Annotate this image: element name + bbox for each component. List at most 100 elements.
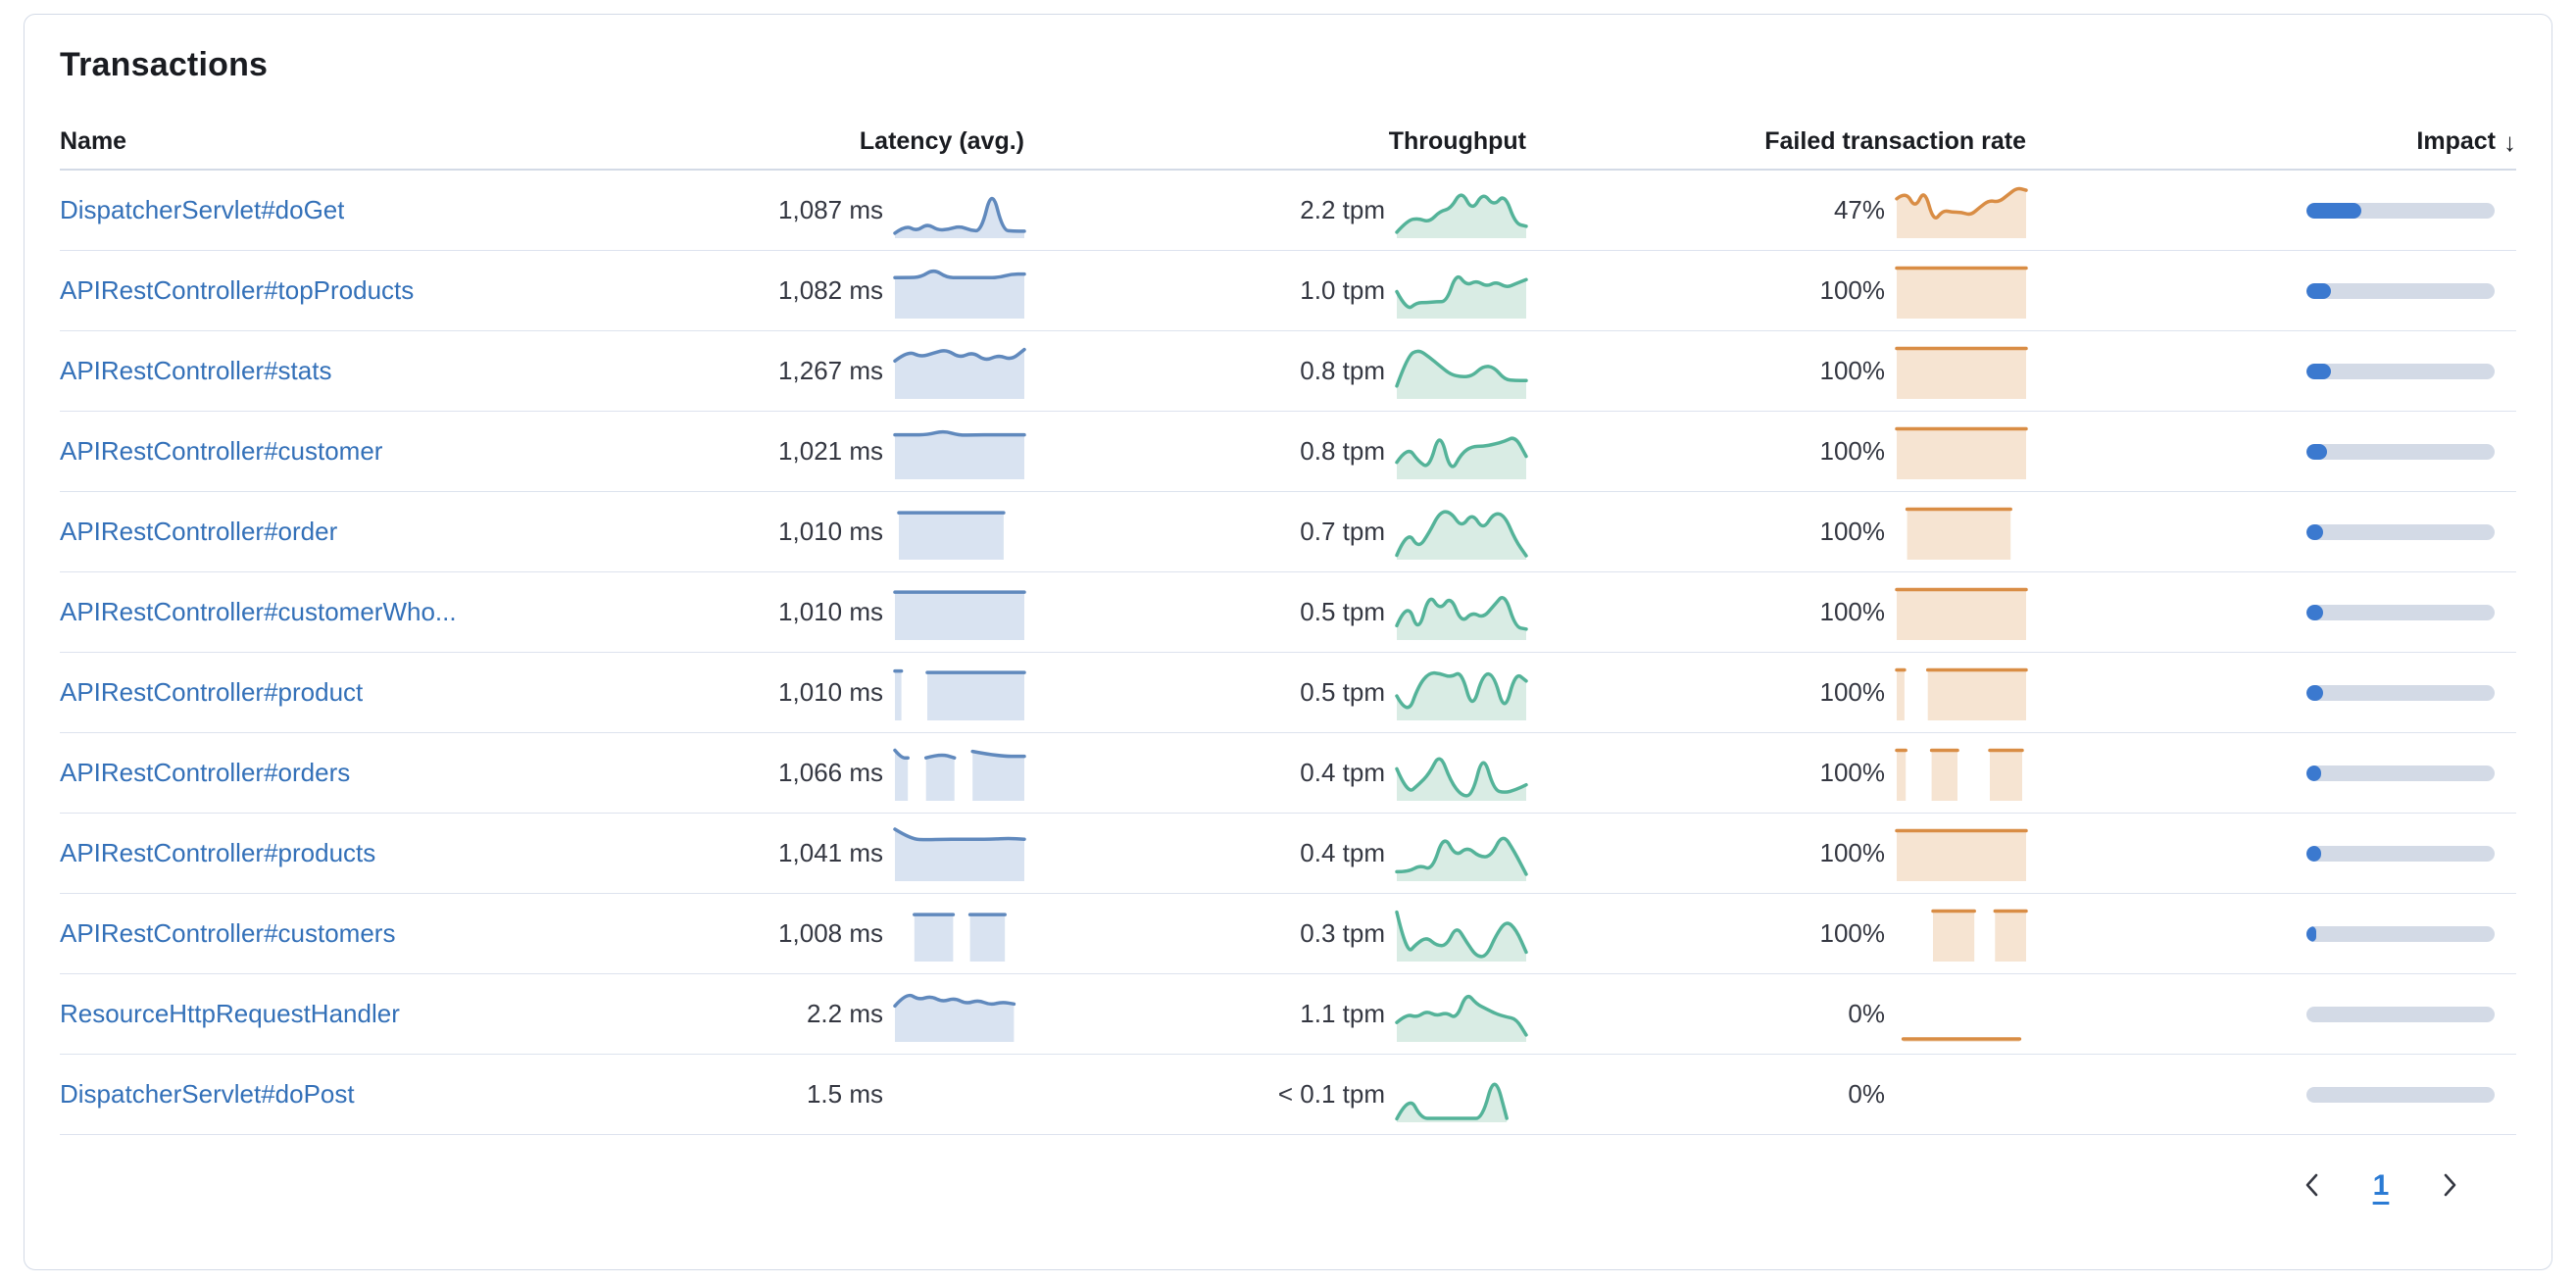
throughput-value: 0.8 tpm: [1300, 436, 1385, 466]
impact-bar-track: [2306, 202, 2495, 219]
latency-cell: 1,008 ms: [603, 907, 1024, 962]
impact-bar-track: [2306, 684, 2495, 701]
column-header-name: Name: [60, 126, 127, 155]
transaction-link[interactable]: DispatcherServlet#doGet: [60, 195, 345, 224]
transaction-link[interactable]: APIRestController#topProducts: [60, 275, 415, 305]
table-row: APIRestController#customerWho... 1,010 m…: [60, 572, 2516, 653]
impact-bar-track: [2306, 604, 2495, 620]
transaction-link[interactable]: APIRestController#customerWho...: [60, 597, 457, 626]
throughput-sparkline: [1395, 585, 1528, 640]
failed-rate-cell: 100%: [1526, 424, 2028, 479]
transaction-link[interactable]: APIRestController#customers: [60, 918, 396, 948]
column-header-latency: Latency (avg.): [859, 126, 1024, 155]
failed-rate-value: 47%: [1833, 195, 1885, 224]
table-row: ResourceHttpRequestHandler 2.2 ms 1.1 tp…: [60, 974, 2516, 1055]
failed-rate-sparkline: [1897, 907, 2028, 962]
transaction-link[interactable]: APIRestController#customer: [60, 436, 383, 466]
latency-cell: 1,021 ms: [603, 424, 1026, 479]
impact-bar-track: [2306, 765, 2495, 781]
impact-bar-fill: [2306, 443, 2328, 460]
throughput-cell: 1.1 tpm: [1024, 987, 1528, 1042]
failed-rate-cell: 100%: [1526, 585, 2028, 640]
latency-cell: 1,087 ms: [603, 183, 1026, 238]
latency-value: 1,021 ms: [778, 436, 883, 466]
name-cell: APIRestController#customers: [60, 918, 603, 949]
latency-cell: 2.2 ms: [603, 987, 1024, 1042]
latency-sparkline: [893, 826, 1026, 881]
throughput-sparkline: [1395, 826, 1528, 881]
impact-bar-track: [2306, 282, 2495, 299]
throughput-cell: 0.3 tpm: [1024, 907, 1528, 962]
pagination-next-button[interactable]: [2422, 1159, 2477, 1213]
latency-sparkline: [895, 505, 1024, 560]
column-header-impact[interactable]: Impact ↓: [2416, 126, 2516, 157]
throughput-cell: 0.8 tpm: [1024, 424, 1528, 479]
impact-bar-track: [2306, 925, 2495, 942]
transaction-link[interactable]: APIRestController#products: [60, 838, 376, 867]
latency-cell: 1,082 ms: [603, 264, 1026, 319]
impact-bar-track: [2306, 1006, 2495, 1022]
table-row: DispatcherServlet#doPost 1.5 ms < 0.1 tp…: [60, 1055, 2516, 1135]
latency-sparkline: [893, 746, 1026, 801]
impact-bar-fill: [2306, 282, 2331, 299]
name-cell: DispatcherServlet#doPost: [60, 1079, 603, 1110]
impact-cell: [2026, 363, 2516, 379]
failed-rate-value: 100%: [1819, 436, 1886, 466]
failed-rate-cell: 100%: [1526, 505, 2026, 560]
latency-cell: 1,010 ms: [603, 585, 1026, 640]
transaction-link[interactable]: APIRestController#orders: [60, 758, 351, 787]
transaction-link[interactable]: DispatcherServlet#doPost: [60, 1079, 355, 1109]
failed-rate-sparkline: [1895, 344, 2028, 399]
latency-value: 1,066 ms: [778, 758, 883, 787]
impact-cell: [2026, 604, 2516, 620]
throughput-sparkline: [1395, 264, 1528, 319]
impact-bar-fill: [2306, 765, 2322, 781]
throughput-value: 0.5 tpm: [1300, 677, 1385, 707]
table-row: APIRestController#customer 1,021 ms 0.8 …: [60, 412, 2516, 492]
impact-cell: [2026, 282, 2516, 299]
failed-rate-value: 0%: [1848, 999, 1885, 1028]
latency-cell: 1,066 ms: [603, 746, 1026, 801]
transaction-link[interactable]: APIRestController#order: [60, 517, 338, 546]
latency-value: 1,010 ms: [778, 597, 883, 626]
table-row: APIRestController#stats 1,267 ms 0.8 tpm…: [60, 331, 2516, 412]
name-cell: APIRestController#customerWho...: [60, 597, 603, 627]
name-cell: APIRestController#topProducts: [60, 275, 603, 306]
impact-bar-track: [2306, 363, 2495, 379]
table-row: APIRestController#product 1,010 ms 0.5 t…: [60, 653, 2516, 733]
panel-title: Transactions: [60, 46, 269, 83]
latency-value: 1,041 ms: [778, 838, 883, 867]
latency-cell: 1,267 ms: [603, 344, 1026, 399]
pagination-page-1[interactable]: 1: [2353, 1159, 2408, 1213]
impact-cell: [2026, 1086, 2516, 1103]
throughput-cell: 0.4 tpm: [1024, 746, 1528, 801]
latency-value: 1.5 ms: [806, 1079, 883, 1109]
transaction-link[interactable]: APIRestController#product: [60, 677, 364, 707]
throughput-value: 0.4 tpm: [1300, 758, 1385, 787]
latency-sparkline: [895, 907, 1024, 962]
throughput-sparkline: [1395, 666, 1528, 720]
latency-sparkline: [893, 585, 1026, 640]
name-cell: ResourceHttpRequestHandler: [60, 999, 603, 1029]
failed-rate-cell: 0%: [1526, 1067, 2026, 1122]
throughput-value: 0.5 tpm: [1300, 597, 1385, 626]
failed-rate-value: 100%: [1819, 918, 1886, 948]
throughput-cell: 1.0 tpm: [1024, 264, 1528, 319]
throughput-value: < 0.1 tpm: [1277, 1079, 1385, 1109]
pagination-prev-button[interactable]: [2285, 1159, 2340, 1213]
impact-cell: [2026, 523, 2516, 540]
latency-value: 2.2 ms: [806, 999, 883, 1028]
throughput-value: 1.0 tpm: [1300, 275, 1385, 305]
throughput-cell: < 0.1 tpm: [1024, 1067, 1526, 1122]
transaction-link[interactable]: APIRestController#stats: [60, 356, 332, 385]
throughput-cell: 0.8 tpm: [1024, 344, 1528, 399]
latency-sparkline: [895, 1067, 1024, 1122]
failed-rate-cell: 100%: [1526, 264, 2028, 319]
failed-rate-cell: 0%: [1526, 987, 2026, 1042]
failed-rate-value: 100%: [1819, 758, 1886, 787]
name-cell: DispatcherServlet#doGet: [60, 195, 603, 225]
latency-sparkline: [893, 183, 1026, 238]
transaction-link[interactable]: ResourceHttpRequestHandler: [60, 999, 400, 1028]
failed-rate-value: 100%: [1819, 517, 1886, 546]
failed-rate-value: 100%: [1819, 275, 1886, 305]
